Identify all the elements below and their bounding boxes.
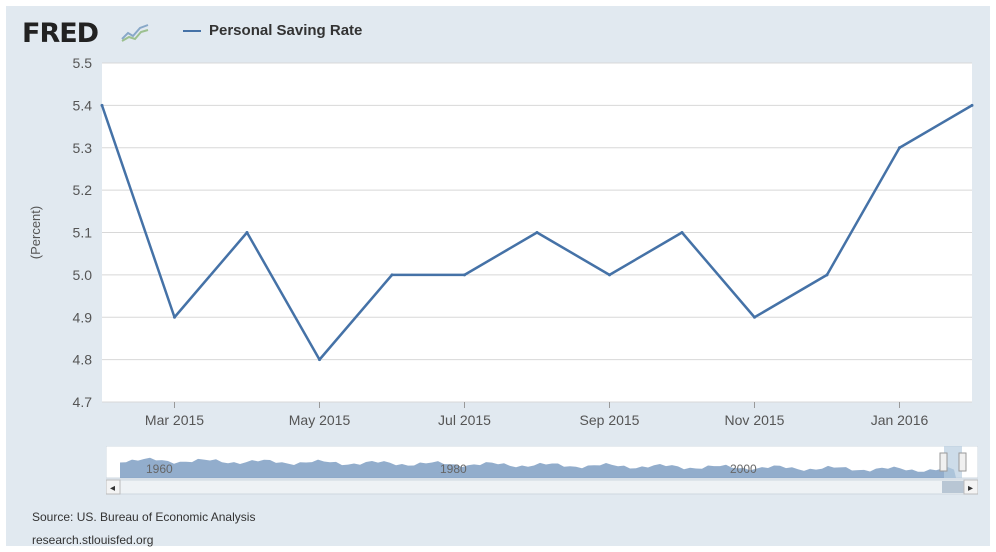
y-tick-label: 5.4: [73, 97, 93, 113]
y-tick-label: 5.0: [73, 267, 93, 283]
x-tick-label: Sep 2015: [580, 412, 640, 428]
data-point: [898, 146, 901, 150]
chart-line-icon: [121, 24, 149, 42]
data-point: [608, 273, 611, 277]
data-point: [753, 315, 756, 319]
scrollbar-track[interactable]: [105, 479, 979, 495]
navigator-year-label: 1960: [146, 462, 173, 476]
source-note: Source: US. Bureau of Economic Analysis: [32, 510, 256, 524]
y-tick-label: 5.5: [73, 55, 93, 71]
data-point: [245, 231, 249, 234]
scrollbar-thumb[interactable]: [942, 481, 964, 493]
navigator-series-area: [120, 457, 956, 478]
scroll-right-arrow-icon: ▸: [968, 483, 973, 494]
data-point: [680, 231, 684, 234]
x-tick-label: Mar 2015: [145, 412, 204, 428]
x-tick-label: May 2015: [289, 412, 351, 428]
legend-swatch: [183, 29, 201, 32]
data-point: [463, 273, 466, 277]
y-tick-label: 4.9: [73, 309, 93, 325]
navigator[interactable]: 1960 1980 2000 ◂ ▸: [105, 445, 979, 496]
legend-label: Personal Saving Rate: [209, 22, 363, 39]
x-tick-label: Jan 2016: [871, 412, 929, 428]
navigator-handle-right[interactable]: [958, 452, 967, 472]
data-point: [318, 358, 321, 362]
y-tick-label: 4.7: [73, 394, 93, 410]
line-chart: 4.7 4.8 4.9 5.0 5.1 5.2 5.3 5.4 5.5 Mar 2015 May 2…: [28, 55, 974, 428]
y-tick-label: 5.1: [73, 225, 93, 241]
navigator-selected-range[interactable]: [944, 446, 962, 478]
navigator-year-label: 2000: [730, 462, 757, 476]
data-point: [390, 273, 394, 277]
navigator-year-label: 1980: [440, 462, 467, 476]
legend[interactable]: Personal Saving Rate: [183, 22, 362, 39]
site-link[interactable]: research.stlouisfed.org: [32, 533, 154, 547]
x-tick-label: Jul 2015: [438, 412, 491, 428]
y-tick-label: 5.2: [73, 182, 93, 198]
y-tick-label: 4.8: [73, 352, 93, 368]
chart-frame: FRED Personal Saving Rate 4.7 4.8 4.9 5.0 5.…: [6, 6, 990, 547]
fred-logo[interactable]: FRED: [22, 18, 99, 49]
navigator-svg[interactable]: 1960 1980 2000 ◂ ▸: [105, 445, 979, 496]
data-point: [100, 103, 104, 107]
navigator-handle-left[interactable]: [939, 452, 948, 472]
scroll-left-button[interactable]: [105, 479, 121, 495]
y-tick-label: 5.3: [73, 140, 93, 156]
data-point: [173, 315, 176, 319]
data-point: [970, 103, 974, 107]
y-axis-label: (Percent): [28, 206, 43, 259]
scroll-left-arrow-icon: ◂: [110, 483, 115, 494]
data-point: [825, 273, 829, 277]
data-point: [535, 231, 539, 234]
x-tick-label: Nov 2015: [725, 412, 785, 428]
